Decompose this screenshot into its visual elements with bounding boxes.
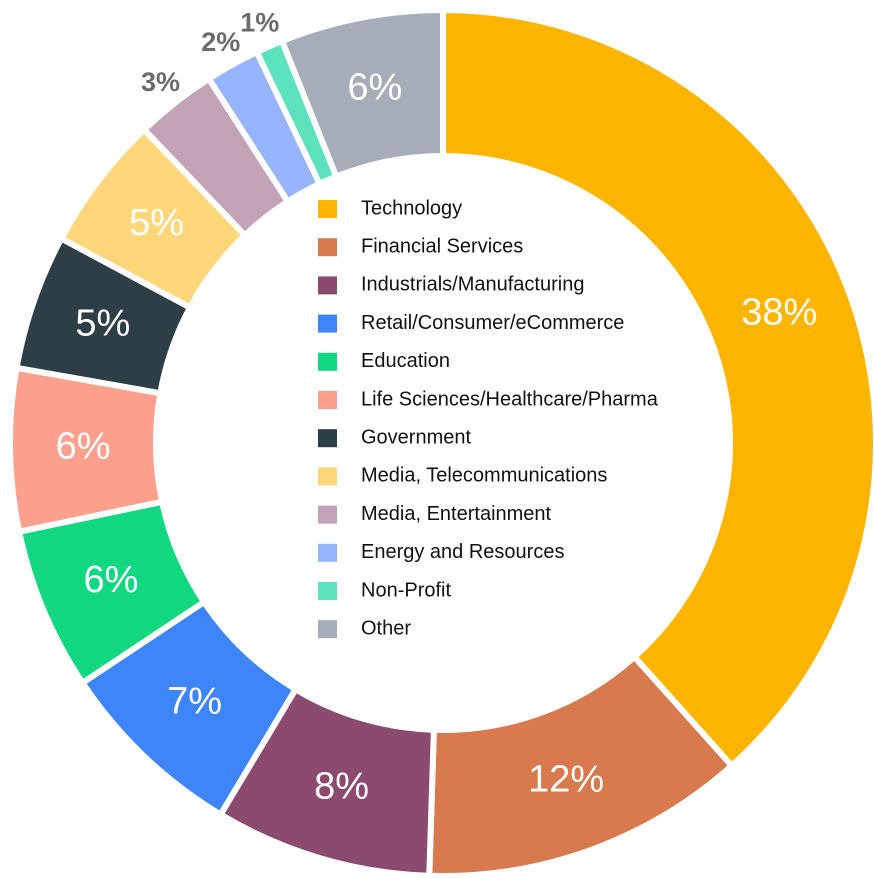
data-label: 6% [347, 67, 402, 109]
legend-swatch [318, 543, 337, 562]
legend-swatch [318, 314, 337, 333]
legend-swatch [318, 505, 337, 524]
legend-swatch [318, 200, 337, 218]
legend-swatch [318, 238, 337, 257]
data-label: 6% [83, 559, 138, 601]
legend-label: Technology [361, 197, 462, 219]
legend-swatch [318, 352, 337, 371]
legend-label: Government [361, 426, 471, 448]
legend-label: Life Sciences/Healthcare/Pharma [361, 388, 659, 410]
data-label: 38% [741, 292, 817, 334]
legend-swatch [318, 467, 337, 486]
data-label: 8% [314, 765, 369, 807]
legend-swatch [318, 620, 337, 639]
legend-label: Industrials/Manufacturing [361, 274, 584, 296]
data-label: 1% [240, 7, 279, 37]
legend-swatch [318, 276, 337, 295]
legend-label: Other [361, 617, 411, 639]
data-label: 7% [167, 681, 222, 723]
legend-label: Energy and Resources [361, 541, 564, 563]
legend-label: Media, Telecommunications [361, 465, 607, 487]
legend-label: Media, Entertainment [361, 503, 552, 525]
data-label: 2% [201, 27, 240, 57]
legend-label: Non-Profit [361, 579, 451, 601]
data-label: 6% [56, 426, 111, 468]
legend-label: Financial Services [361, 235, 523, 257]
slice [440, 6, 874, 770]
legend-swatch [318, 429, 337, 448]
data-label: 12% [528, 758, 604, 800]
legend-swatch [318, 582, 337, 600]
legend-label: Education [361, 350, 450, 372]
data-label: 5% [129, 202, 184, 244]
legend-label: Retail/Consumer/eCommerce [361, 312, 624, 334]
slice [278, 6, 446, 181]
data-label: 3% [141, 67, 180, 97]
data-label: 5% [75, 302, 130, 344]
legend-swatch [318, 391, 337, 409]
